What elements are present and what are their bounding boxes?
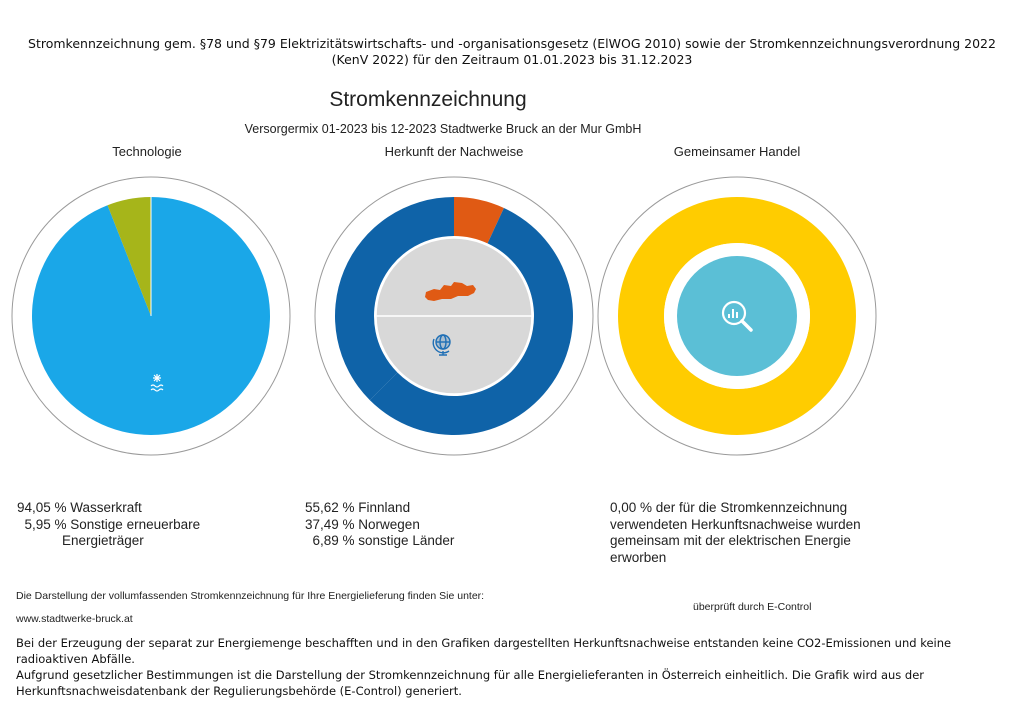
header-line-1: Stromkennzeichnung gem. §78 und §79 Elek… (28, 36, 996, 51)
footer-line-3: Aufgrund gesetzlicher Bestimmungen ist d… (16, 668, 925, 682)
footer-line-4: Herkunftsnachweisdatenbank der Regulieru… (16, 684, 462, 698)
pie-slice (107, 197, 151, 316)
website-link[interactable]: www.stadtwerke-bruck.at (16, 613, 133, 625)
page-subtitle: Versorgermix 01-2023 bis 12-2023 Stadtwe… (244, 122, 642, 136)
legend-item: gemeinsam mit der elektrischen Energie (610, 533, 851, 548)
footer-line-1: Bei der Erzeugung der separat zur Energi… (16, 636, 952, 650)
donut-segment (369, 207, 573, 436)
chart-icons (150, 282, 753, 392)
magnifier-chart-icon (721, 300, 753, 332)
legend-item: verwendeten Herkunftsnachweise wurden (610, 516, 861, 532)
legend-item: 37,49 % Norwegen (305, 516, 420, 532)
legend-item: Energieträger (17, 533, 144, 548)
austria-map-icon (425, 282, 476, 301)
outer-ring (314, 176, 594, 456)
outer-ring (597, 176, 877, 456)
donut-segment (618, 197, 856, 435)
checked-by-note: überprüft durch E-Control (693, 601, 812, 613)
legend-item: 6,89 % sonstige Länder (305, 533, 455, 548)
chart-title-technologie: Technologie (112, 144, 182, 159)
chart-technologie (11, 176, 291, 456)
donut-segment (335, 197, 454, 401)
page-title: Stromkennzeichnung (329, 88, 527, 111)
legend-technologie: 94,05 % Wasserkraft 5,95 % Sonstige erne… (17, 500, 200, 550)
legend-item: erworben (610, 549, 667, 565)
legend-item: 94,05 % Wasserkraft (17, 500, 142, 515)
legal-header: Stromkennzeichnung gem. §78 und §79 Elek… (0, 36, 1024, 68)
legend-handel: 0,00 % der für die Stromkennzeichnung ve… (610, 500, 861, 566)
outer-ring (11, 176, 291, 456)
globe-icon (432, 334, 451, 356)
footer-line-2: radioaktiven Abfälle. (16, 652, 135, 666)
link-intro: Die Darstellung der vollumfassenden Stro… (16, 590, 485, 602)
donut-segment (454, 197, 504, 244)
chart-title-handel: Gemeinsamer Handel (673, 144, 801, 159)
chart-title-herkunft: Herkunft der Nachweise (384, 144, 524, 159)
legend-herkunft: 55,62 % Finnland 37,49 % Norwegen 6,89 %… (305, 500, 454, 550)
legend-item: 5,95 % Sonstige erneuerbare (17, 516, 201, 532)
legend-item: 55,62 % Finnland (305, 500, 411, 515)
header-line-2: (KenV 2022) für den Zeitraum 01.01.2023 … (331, 52, 693, 67)
chart-herkunft (314, 176, 594, 456)
water-power-icon (150, 374, 164, 392)
legend-item: 0,00 % der für die Stromkennzeichnung (610, 500, 848, 515)
